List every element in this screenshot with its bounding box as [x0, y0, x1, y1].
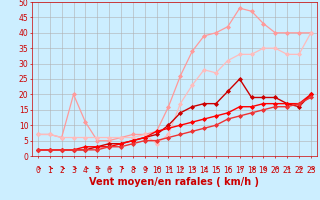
X-axis label: Vent moyen/en rafales ( km/h ): Vent moyen/en rafales ( km/h )	[89, 177, 260, 187]
